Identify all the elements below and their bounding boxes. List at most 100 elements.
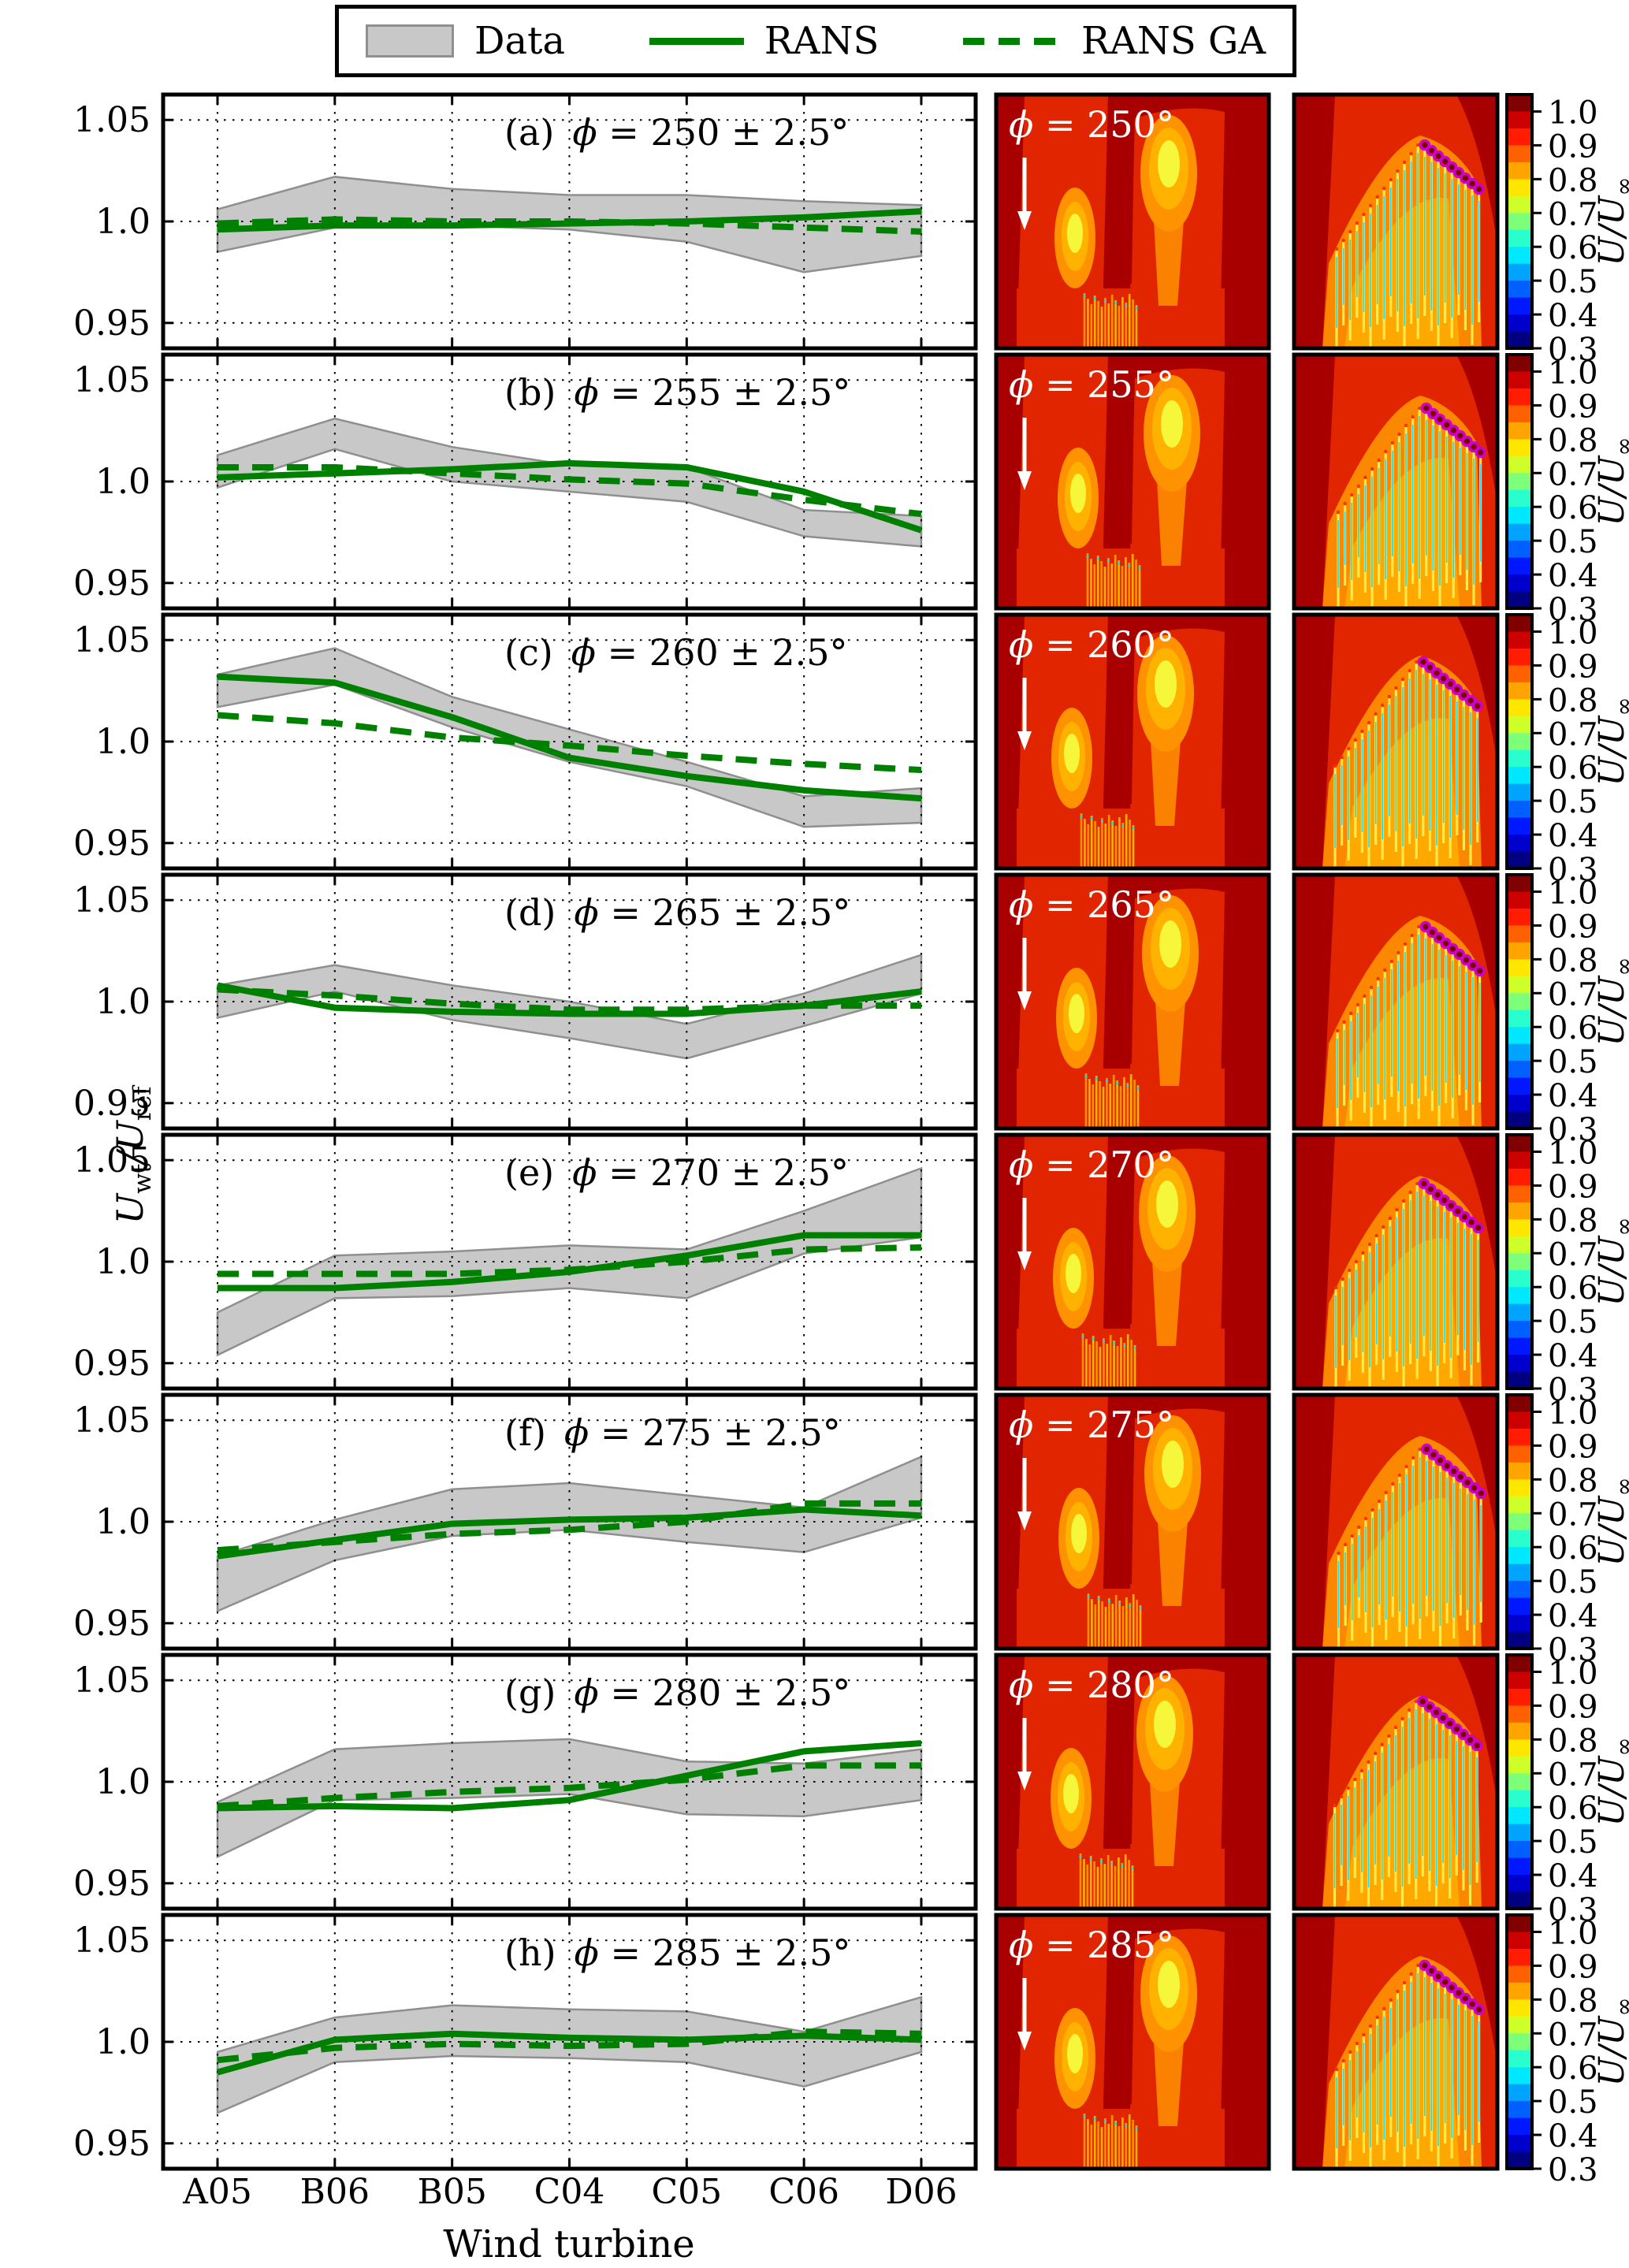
wake-plume bbox=[1162, 1441, 1184, 1488]
x-tick-label-C05: C05 bbox=[651, 2172, 723, 2212]
wake-contour-panel-b: ϕ = 255° bbox=[994, 352, 1271, 611]
wake-contour-panel-a: ϕ = 250° bbox=[994, 92, 1271, 351]
colorbar-tick-label: 0.9 bbox=[1548, 1949, 1598, 1985]
wake-plume bbox=[1155, 660, 1177, 708]
wake-contour-panel-f: ϕ = 275° bbox=[994, 1392, 1271, 1651]
wake-contour-zoom-panel-d bbox=[1292, 872, 1500, 1131]
wake-plume bbox=[1063, 1774, 1079, 1813]
colorbar-tick-label: 0.9 bbox=[1548, 649, 1598, 685]
contour-phi-label: ϕ = 280° bbox=[1009, 1664, 1174, 1706]
wake-streaks bbox=[1336, 402, 1486, 608]
axis-ticks bbox=[163, 1135, 976, 1389]
colorbar-frame bbox=[1505, 1653, 1534, 1910]
contour-phi-label: ϕ = 250° bbox=[1009, 103, 1174, 146]
contour-phi-label: ϕ = 270° bbox=[1009, 1143, 1174, 1186]
line-chart-b: 1.05 1.0 0.95 (b) ϕ = 255 ± 2.5° bbox=[73, 352, 978, 611]
colorbar-tick-label: 0.9 bbox=[1548, 1169, 1598, 1205]
wake-plume bbox=[1161, 400, 1183, 448]
turbine-marker bbox=[1475, 1487, 1487, 1500]
turbine-marker bbox=[1471, 1739, 1483, 1752]
colorbar-tick-label: 0.7 bbox=[1548, 716, 1598, 753]
y-tick-label: 0.95 bbox=[73, 563, 151, 604]
contour-zoom-frame bbox=[1292, 1653, 1500, 1911]
rans-ga-line-swatch bbox=[963, 37, 1062, 45]
rans-ga-line bbox=[217, 986, 921, 1013]
y-tick-label: 1.0 bbox=[95, 1762, 151, 1802]
wake-plume bbox=[1071, 1514, 1087, 1553]
wake-plume bbox=[1069, 994, 1084, 1033]
colorbar-tick-label: 0.8 bbox=[1548, 1463, 1598, 1499]
panel-annotation: (c) ϕ = 260 ± 2.5° bbox=[504, 631, 848, 674]
axis-ticks bbox=[163, 1395, 976, 1649]
contour-phi-label: ϕ = 285° bbox=[1009, 1924, 1174, 1966]
grid-lines bbox=[163, 1395, 976, 1649]
wake-plume bbox=[1064, 734, 1080, 773]
colorbar-tick-label: 0.8 bbox=[1548, 162, 1598, 199]
subplot-row-e: 1.05 1.0 0.95 (e) ϕ = 270 ± 2.5° ϕ = 270° 1.0… bbox=[73, 1132, 1629, 1408]
colorbar-tick-label: 0.4 bbox=[1548, 1078, 1598, 1114]
y-tick-label: 0.95 bbox=[73, 1604, 151, 1644]
line-chart-g: 1.05 1.0 0.95 (g) ϕ = 280 ± 2.5° bbox=[73, 1653, 978, 1911]
colorbar-tick-label: 0.9 bbox=[1548, 1689, 1598, 1725]
colorbar-tick-label: 0.3 bbox=[1548, 2152, 1598, 2188]
wind-direction-arrow bbox=[1017, 158, 1032, 230]
contour-frame bbox=[994, 92, 1271, 351]
rans-ga-line bbox=[217, 216, 922, 235]
axis-ticks bbox=[163, 355, 976, 608]
colorbar-frame bbox=[1505, 353, 1534, 610]
legend-label-data: Data bbox=[474, 19, 566, 63]
y-tick-label: 1.0 bbox=[95, 1242, 151, 1282]
rans-ga-line bbox=[217, 1500, 921, 1554]
colorbar-tick-label: 1.0 bbox=[1548, 1395, 1598, 1431]
colorbar-h: 1.00.90.80.70.60.50.40.3 U/U∞ bbox=[1505, 1913, 1629, 2188]
contour-phi-label: ϕ = 275° bbox=[1009, 1404, 1174, 1446]
contour-zoom-frame bbox=[1292, 872, 1500, 1131]
colorbar-frame bbox=[1505, 1393, 1534, 1650]
colorbar-tick-label: 0.3 bbox=[1548, 852, 1598, 888]
colorbar-tick-label: 1.0 bbox=[1548, 1915, 1598, 1951]
colorbar-tick-label: 0.6 bbox=[1548, 1530, 1598, 1567]
wind-direction-arrow bbox=[1017, 1458, 1032, 1530]
turbine-marker bbox=[1475, 446, 1486, 459]
y-tick-label: 0.95 bbox=[73, 303, 151, 344]
contour-phi-label: ϕ = 255° bbox=[1009, 363, 1174, 406]
wake-contour-panel-c: ϕ = 260° bbox=[994, 612, 1271, 871]
wind-direction-arrow bbox=[1017, 418, 1032, 490]
y-tick-label: 1.0 bbox=[95, 2022, 151, 2062]
turbine-marker bbox=[1471, 700, 1483, 712]
y-tick-label: 1.0 bbox=[95, 1502, 151, 1542]
axis-ticks bbox=[163, 1655, 976, 1909]
colorbar-tick-label: 0.7 bbox=[1548, 2017, 1598, 2053]
turbine-marker bbox=[1473, 2003, 1485, 2016]
y-tick-label: 1.0 bbox=[95, 202, 151, 242]
y-tick-label: 0.95 bbox=[73, 2124, 151, 2164]
wake-plume bbox=[1067, 2034, 1083, 2073]
rans-line bbox=[217, 673, 922, 802]
data-band-swatch bbox=[366, 24, 454, 58]
x-tick-label-B06: B06 bbox=[299, 2172, 370, 2212]
colorbar-tick-label: 0.6 bbox=[1548, 230, 1598, 266]
wake-plume bbox=[1067, 214, 1083, 253]
contour-frame bbox=[994, 352, 1271, 611]
subplot-row-c: 1.05 1.0 0.95 (c) ϕ = 260 ± 2.5° ϕ = 260° 1.0… bbox=[73, 612, 1629, 888]
panel-annotation: (e) ϕ = 270 ± 2.5° bbox=[504, 1151, 849, 1194]
colorbar-tick-label: 0.7 bbox=[1548, 196, 1598, 232]
colorbar-tick-label: 0.8 bbox=[1548, 1203, 1598, 1239]
colorbar-c: 1.00.90.80.70.60.50.40.3 U/U∞ bbox=[1505, 613, 1629, 888]
rans-ga-line bbox=[217, 2028, 922, 2064]
wake-contour-panel-g: ϕ = 280° bbox=[994, 1653, 1271, 1911]
y-tick-label: 1.05 bbox=[73, 100, 151, 140]
colorbar-tick-label: 1.0 bbox=[1548, 875, 1598, 911]
colorbar-tick-label: 0.9 bbox=[1548, 128, 1598, 165]
y-tick-label: 1.05 bbox=[73, 1140, 151, 1180]
x-tick-label-D06: D06 bbox=[885, 2172, 958, 2212]
colorbar-frame bbox=[1505, 1913, 1534, 2170]
colorbar-tick-label: 0.7 bbox=[1548, 1236, 1598, 1273]
line-chart-c: 1.05 1.0 0.95 (c) ϕ = 260 ± 2.5° bbox=[73, 612, 978, 871]
y-tick-label: 1.05 bbox=[73, 620, 151, 660]
y-tick-label: 0.95 bbox=[73, 824, 151, 864]
colorbar-tick-label: 0.7 bbox=[1548, 1497, 1598, 1533]
wind-direction-arrow bbox=[1017, 1198, 1032, 1270]
colorbar-a: 1.00.90.80.70.60.50.40.3 U/U∞ bbox=[1505, 93, 1629, 368]
